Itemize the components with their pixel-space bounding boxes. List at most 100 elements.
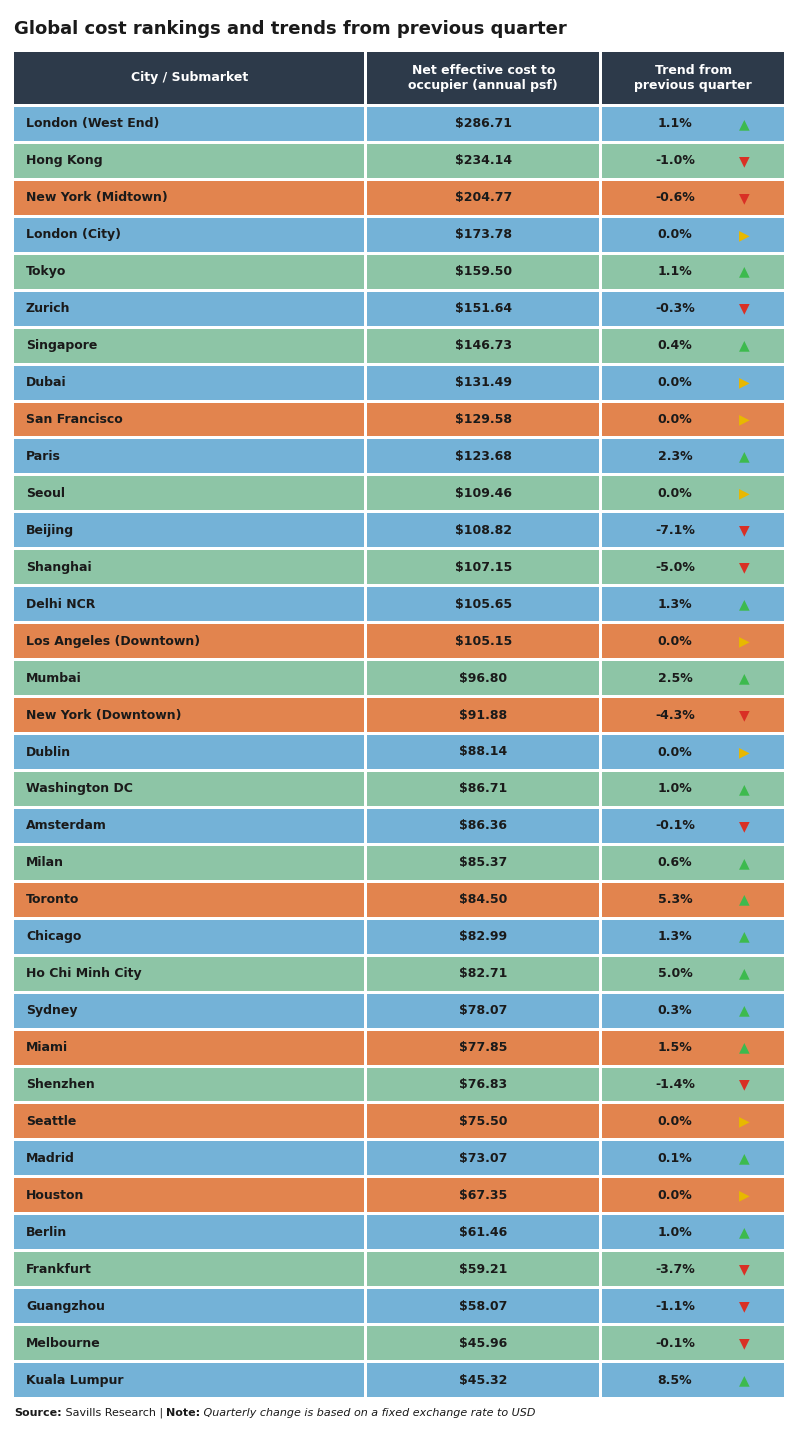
- Bar: [367, 809, 599, 843]
- Bar: [602, 956, 784, 991]
- Text: $234.14: $234.14: [455, 155, 512, 168]
- Text: Quarterly change is based on a fixed exchange rate to USD: Quarterly change is based on a fixed exc…: [200, 1408, 536, 1418]
- Text: 8.5%: 8.5%: [658, 1374, 692, 1387]
- Text: Global cost rankings and trends from previous quarter: Global cost rankings and trends from pre…: [14, 20, 567, 37]
- Text: ▼: ▼: [739, 523, 749, 538]
- Bar: [14, 476, 365, 511]
- Text: ▲: ▲: [739, 1225, 749, 1239]
- Text: $108.82: $108.82: [455, 523, 512, 536]
- Bar: [602, 1141, 784, 1176]
- Text: ▼: ▼: [739, 1299, 749, 1314]
- Bar: [14, 1289, 365, 1324]
- Text: $146.73: $146.73: [455, 338, 512, 353]
- Text: ▲: ▲: [739, 782, 749, 796]
- Text: ▶: ▶: [739, 413, 749, 426]
- Text: Source:: Source:: [14, 1408, 61, 1418]
- Text: -5.0%: -5.0%: [655, 561, 695, 574]
- Bar: [602, 52, 784, 105]
- Bar: [602, 108, 784, 141]
- Bar: [602, 994, 784, 1028]
- Bar: [602, 1289, 784, 1324]
- Text: $58.07: $58.07: [459, 1299, 508, 1312]
- Text: $91.88: $91.88: [459, 708, 508, 721]
- Text: ▲: ▲: [739, 1152, 749, 1166]
- Bar: [14, 513, 365, 548]
- Text: $105.65: $105.65: [455, 598, 512, 611]
- Text: $107.15: $107.15: [455, 561, 512, 574]
- Bar: [367, 291, 599, 326]
- Bar: [602, 809, 784, 843]
- Text: Melbourne: Melbourne: [26, 1336, 101, 1349]
- Text: -1.1%: -1.1%: [655, 1299, 695, 1312]
- Text: $88.14: $88.14: [459, 746, 508, 759]
- Bar: [602, 1179, 784, 1212]
- Bar: [367, 476, 599, 511]
- Text: Dublin: Dublin: [26, 746, 71, 759]
- Text: ▼: ▼: [739, 819, 749, 833]
- Text: Kuala Lumpur: Kuala Lumpur: [26, 1374, 124, 1387]
- Text: $84.50: $84.50: [459, 893, 508, 906]
- Text: ▲: ▲: [739, 1041, 749, 1054]
- Bar: [367, 1179, 599, 1212]
- Bar: [602, 698, 784, 731]
- Bar: [602, 551, 784, 584]
- Bar: [602, 1215, 784, 1249]
- Bar: [602, 1364, 784, 1397]
- Text: Madrid: Madrid: [26, 1152, 75, 1164]
- Text: 0.0%: 0.0%: [658, 1189, 693, 1202]
- Text: $61.46: $61.46: [459, 1226, 508, 1239]
- Text: ▶: ▶: [739, 376, 749, 390]
- Bar: [602, 624, 784, 658]
- Text: Beijing: Beijing: [26, 523, 74, 536]
- Text: 1.3%: 1.3%: [658, 931, 692, 944]
- Bar: [14, 255, 365, 288]
- Bar: [602, 919, 784, 954]
- Text: $67.35: $67.35: [459, 1189, 508, 1202]
- Bar: [367, 1215, 599, 1249]
- Text: Hong Kong: Hong Kong: [26, 155, 103, 168]
- Text: $131.49: $131.49: [455, 376, 512, 389]
- Text: 1.5%: 1.5%: [658, 1041, 693, 1054]
- Text: ▲: ▲: [739, 265, 749, 278]
- Bar: [14, 1252, 365, 1286]
- Text: Miami: Miami: [26, 1041, 68, 1054]
- Bar: [14, 218, 365, 252]
- Text: Savills Research |: Savills Research |: [61, 1408, 166, 1418]
- Bar: [367, 1364, 599, 1397]
- Text: London (City): London (City): [26, 228, 121, 241]
- Text: 1.0%: 1.0%: [658, 783, 693, 796]
- Bar: [14, 328, 365, 363]
- Text: $59.21: $59.21: [459, 1263, 508, 1276]
- Text: Amsterdam: Amsterdam: [26, 819, 107, 832]
- Text: Sydney: Sydney: [26, 1004, 77, 1017]
- Text: Singapore: Singapore: [26, 338, 97, 353]
- Text: Los Angeles (Downtown): Los Angeles (Downtown): [26, 635, 200, 648]
- Bar: [367, 143, 599, 178]
- Text: 2.5%: 2.5%: [658, 671, 693, 684]
- Text: $204.77: $204.77: [455, 191, 512, 205]
- Text: -1.4%: -1.4%: [655, 1078, 695, 1091]
- Bar: [367, 1031, 599, 1064]
- Bar: [14, 771, 365, 806]
- Bar: [14, 1326, 365, 1359]
- Bar: [367, 439, 599, 473]
- Bar: [367, 513, 599, 548]
- Text: ▼: ▼: [739, 708, 749, 723]
- Bar: [367, 1141, 599, 1176]
- Text: $123.68: $123.68: [455, 450, 512, 463]
- Bar: [602, 1031, 784, 1064]
- Text: 0.0%: 0.0%: [658, 376, 693, 389]
- Text: Ho Chi Minh City: Ho Chi Minh City: [26, 967, 141, 981]
- Text: ▶: ▶: [739, 1114, 749, 1129]
- Text: 5.0%: 5.0%: [658, 967, 693, 981]
- Text: San Francisco: San Francisco: [26, 413, 123, 426]
- Bar: [14, 956, 365, 991]
- Text: $73.07: $73.07: [459, 1152, 508, 1164]
- Text: ▲: ▲: [739, 1004, 749, 1018]
- Text: $151.64: $151.64: [455, 303, 512, 315]
- Bar: [367, 181, 599, 215]
- Bar: [14, 736, 365, 769]
- Text: ▲: ▲: [739, 856, 749, 870]
- Bar: [14, 181, 365, 215]
- Text: 0.0%: 0.0%: [658, 488, 693, 500]
